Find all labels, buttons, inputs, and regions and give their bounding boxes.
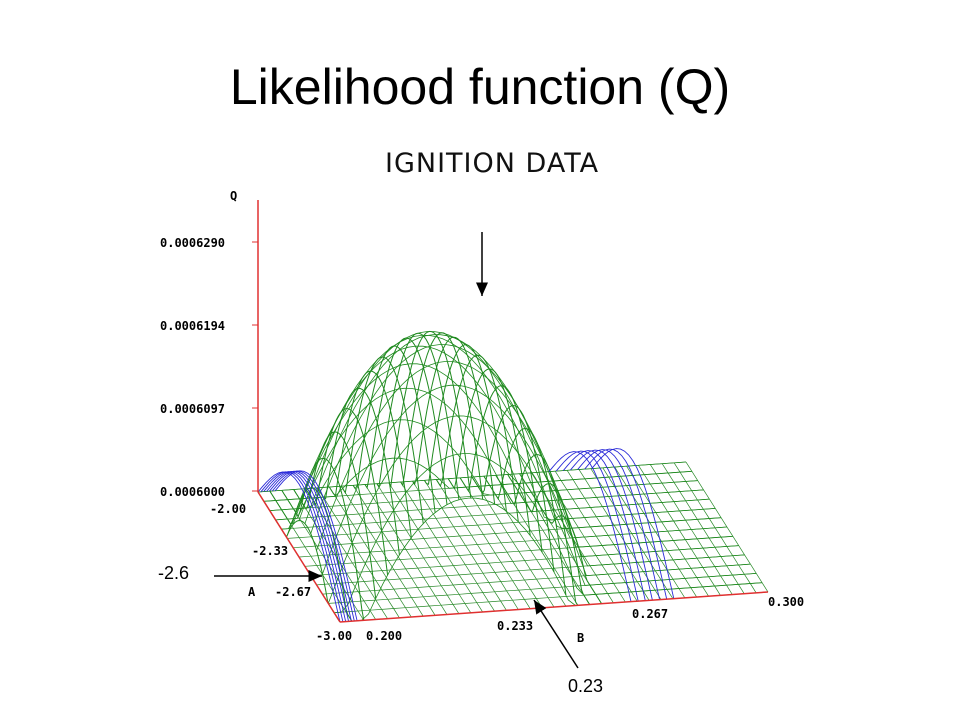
floor-line-b: [317, 487, 400, 618]
a-axis-label: A: [248, 585, 256, 599]
floor-line-b: [340, 486, 424, 617]
surface-contour: [310, 344, 739, 558]
surface-rib: [316, 387, 400, 555]
below-range-patch: [257, 448, 675, 623]
surface-contour: [304, 334, 733, 548]
surface-mesh: [257, 330, 769, 623]
b-tick-1: 0.233: [497, 619, 533, 633]
surface-contour: [275, 387, 704, 521]
axes: [257, 200, 769, 623]
a-tick-1: -2.33: [252, 544, 288, 558]
floor-line-b: [293, 489, 376, 620]
surface-contour: [292, 334, 722, 530]
z-tick-1: 0.0006194: [160, 319, 225, 333]
surface-contour: [322, 384, 751, 577]
surface-contour: [269, 419, 698, 511]
a-tick-3: -3.00: [316, 629, 352, 643]
floor-line-b: [376, 483, 460, 614]
below-range-line: [570, 449, 653, 601]
surface-contour: [257, 461, 687, 493]
floor-line-b: [412, 481, 495, 612]
below-range-line: [548, 451, 632, 602]
below-range-line: [266, 470, 350, 622]
a-tick-0: -2.00: [210, 502, 246, 516]
below-range-line: [577, 449, 661, 600]
floor-line-b: [459, 477, 543, 608]
surface-rib: [495, 453, 579, 606]
plot-title: IGNITION DATA: [385, 148, 599, 179]
z-axis-label: Q: [230, 189, 237, 203]
annotation-a: -2.6: [158, 563, 190, 583]
floor-line-b: [400, 481, 483, 613]
below-range-line: [269, 470, 352, 622]
slide-title: Likelihood function (Q): [229, 59, 731, 115]
b-axis-label: B: [577, 631, 584, 645]
b-tick-0: 0.200: [366, 629, 402, 643]
b-tick-3: 0.300: [768, 595, 804, 609]
floor-line-b: [352, 485, 436, 616]
z-tick-2: 0.0006097: [160, 402, 225, 416]
floor-line-b: [471, 476, 555, 608]
floor-line-b: [436, 479, 519, 610]
z-tick-0: 0.0006290: [160, 236, 225, 250]
annotation-b: 0.23: [568, 676, 604, 696]
surface-contour: [281, 363, 710, 530]
below-range-line: [263, 471, 347, 622]
surface-contour: [298, 331, 728, 539]
below-range-line: [274, 470, 358, 621]
surface-contour: [286, 345, 716, 536]
surface-contour: [334, 453, 763, 614]
below-range-line: [591, 448, 675, 599]
below-range-line: [260, 471, 344, 622]
surface-rib: [435, 354, 519, 522]
b-arrow: [533, 599, 579, 669]
below-range-line: [271, 470, 355, 622]
a-tick-2: -2.67: [275, 585, 311, 599]
surface-contour: [263, 457, 692, 502]
below-range-line: [555, 450, 639, 602]
floor-line-b: [447, 478, 531, 609]
b-axis-line: [339, 591, 769, 623]
floor-line-b: [364, 484, 448, 615]
floor-line-b: [424, 480, 507, 611]
below-range-line: [584, 448, 668, 600]
surface-contour: [327, 415, 757, 604]
floor-line-b: [388, 482, 472, 613]
below-range-line: [257, 471, 341, 623]
a-axis-line: [257, 491, 341, 623]
z-tick-3: 0.0006000: [160, 485, 225, 499]
b-tick-2: 0.267: [632, 607, 668, 621]
below-range-line: [562, 450, 646, 601]
surface-contour: [316, 361, 745, 567]
